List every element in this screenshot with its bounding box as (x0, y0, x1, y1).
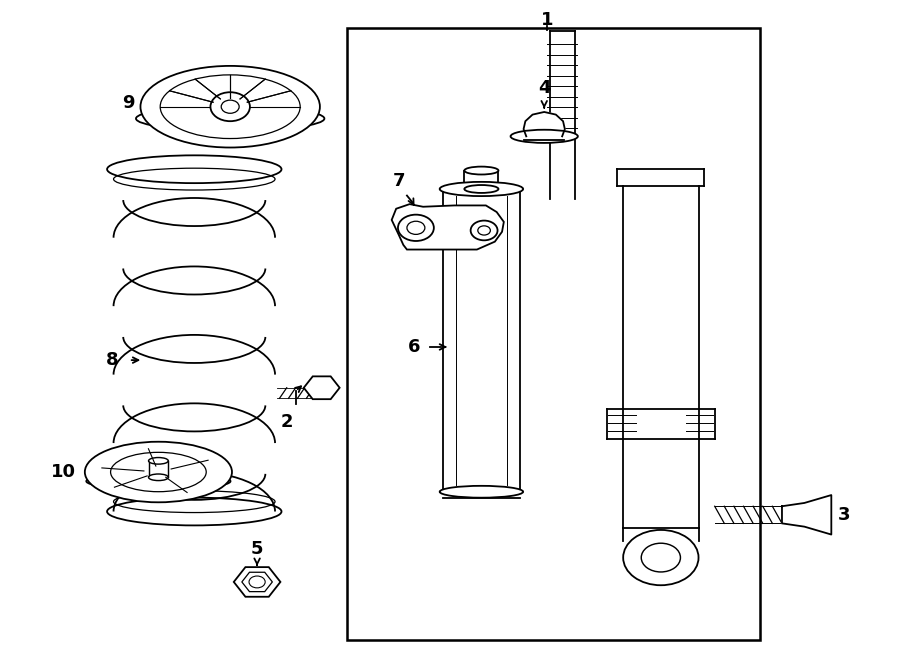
Circle shape (623, 530, 698, 585)
Polygon shape (782, 495, 832, 535)
Ellipse shape (464, 167, 499, 175)
Bar (346, 28, 760, 640)
Circle shape (398, 215, 434, 241)
Circle shape (471, 221, 498, 241)
Circle shape (211, 93, 250, 121)
Text: 9: 9 (122, 95, 134, 112)
Ellipse shape (510, 130, 578, 143)
Text: 7: 7 (392, 172, 405, 190)
Text: 10: 10 (51, 463, 76, 481)
Text: 4: 4 (538, 79, 551, 97)
Ellipse shape (85, 442, 232, 502)
Ellipse shape (140, 66, 320, 147)
Polygon shape (392, 204, 504, 250)
Ellipse shape (440, 182, 523, 196)
Ellipse shape (107, 155, 282, 183)
Text: 6: 6 (408, 338, 420, 356)
Ellipse shape (86, 473, 230, 490)
Text: 2: 2 (281, 412, 293, 431)
Bar (148, 461, 168, 477)
Ellipse shape (148, 474, 168, 481)
Text: 3: 3 (838, 506, 850, 524)
Ellipse shape (136, 106, 324, 131)
Text: 1: 1 (541, 11, 554, 29)
Ellipse shape (148, 457, 168, 464)
Text: 8: 8 (105, 351, 118, 369)
Polygon shape (524, 112, 565, 136)
Ellipse shape (107, 498, 282, 525)
Text: 5: 5 (251, 539, 264, 558)
Ellipse shape (464, 185, 499, 193)
Ellipse shape (440, 486, 523, 498)
